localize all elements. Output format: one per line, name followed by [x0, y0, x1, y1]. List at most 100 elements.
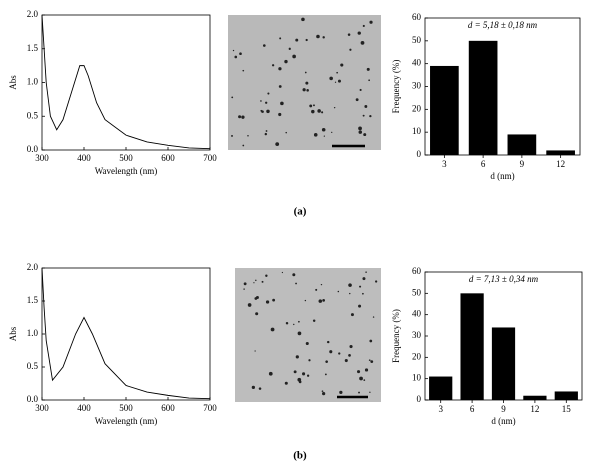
particle [360, 41, 365, 45]
particle [322, 392, 326, 396]
particle [362, 277, 366, 281]
particle [337, 79, 341, 83]
y-tick-label: 0 [417, 149, 422, 159]
particle [279, 37, 282, 40]
particle [270, 327, 275, 332]
y-tick-label: 0.0 [27, 394, 39, 404]
y-tick-label: 0.0 [27, 144, 39, 154]
particle [350, 313, 354, 317]
particle [347, 33, 351, 36]
particle [242, 144, 245, 147]
y-tick-label: 20 [412, 103, 422, 113]
particle [370, 360, 374, 364]
x-tick-label: 700 [203, 153, 217, 163]
x-tick-label: 3 [442, 159, 447, 169]
particle [241, 115, 245, 119]
y-tick-label: 10 [412, 126, 422, 136]
y-axis-label: Frequency (%) [391, 60, 401, 114]
particle [322, 298, 325, 302]
y-tick-label: 0.5 [27, 361, 39, 371]
particle [243, 282, 247, 286]
particle [231, 96, 234, 99]
bar [430, 65, 459, 155]
particle [348, 354, 351, 357]
y-tick-label: 50 [412, 287, 422, 297]
bar [523, 395, 547, 400]
particle [284, 381, 288, 385]
particle [304, 71, 307, 74]
particle [364, 368, 369, 372]
particle [313, 133, 318, 137]
bar [468, 40, 498, 156]
particle [312, 319, 316, 322]
particle [320, 283, 323, 286]
tem-image-b [235, 268, 381, 402]
particle [254, 350, 256, 352]
annotation: d = 7,13 ± 0,34 nm [469, 274, 539, 284]
particle [285, 322, 289, 325]
y-tick-label: 0.5 [27, 110, 39, 120]
particle [293, 323, 295, 326]
particle [338, 352, 341, 355]
particle [306, 89, 309, 92]
x-tick-label: 12 [556, 159, 565, 169]
y-tick-label: 30 [412, 330, 422, 340]
y-tick-label: 60 [412, 12, 422, 22]
particle [311, 109, 315, 114]
particle [265, 130, 268, 132]
x-tick-label: 400 [77, 403, 91, 413]
particle [285, 131, 287, 134]
particle [355, 98, 359, 102]
particle [247, 303, 252, 307]
particle [359, 285, 362, 288]
x-tick-label: 9 [520, 159, 525, 169]
particle [280, 101, 284, 106]
particle [275, 142, 280, 147]
y-tick-label: 2.0 [27, 262, 39, 272]
particle [267, 92, 270, 95]
particle [247, 134, 249, 137]
particle [339, 390, 343, 394]
particle [358, 130, 363, 134]
particle [261, 280, 264, 283]
particle [305, 38, 308, 42]
particle [302, 88, 306, 92]
x-tick-label: 700 [203, 403, 217, 413]
particle [344, 358, 348, 363]
particle [255, 279, 257, 282]
particles [243, 271, 378, 396]
x-tick-label: 600 [161, 153, 175, 163]
particle [329, 350, 333, 354]
particle [251, 385, 256, 390]
particle [349, 344, 353, 349]
particle [368, 79, 370, 82]
tem-background [235, 268, 381, 402]
x-tick-label: 600 [161, 403, 175, 413]
particle [265, 101, 268, 104]
x-tick-label: 500 [119, 403, 133, 413]
bar [491, 327, 516, 400]
particle [322, 36, 325, 39]
x-tick-label: 6 [470, 404, 475, 414]
particle [365, 271, 367, 273]
particle [253, 282, 255, 284]
y-axis-label: Frequency (%) [391, 309, 401, 363]
x-axis-label: Wavelength (nm) [95, 166, 158, 176]
particle [348, 283, 352, 287]
particle [321, 390, 324, 393]
particle [278, 85, 282, 88]
particle [334, 81, 337, 83]
particle [369, 20, 373, 24]
particle [357, 31, 361, 35]
panel-label: (b) [293, 450, 307, 462]
particle [231, 134, 233, 137]
bar [554, 391, 578, 400]
particle [266, 109, 270, 114]
particle [333, 106, 336, 109]
particle [258, 387, 262, 390]
particle [301, 17, 305, 22]
particle [271, 64, 275, 67]
particle [265, 274, 268, 277]
particle [284, 59, 288, 64]
particle [331, 131, 333, 134]
